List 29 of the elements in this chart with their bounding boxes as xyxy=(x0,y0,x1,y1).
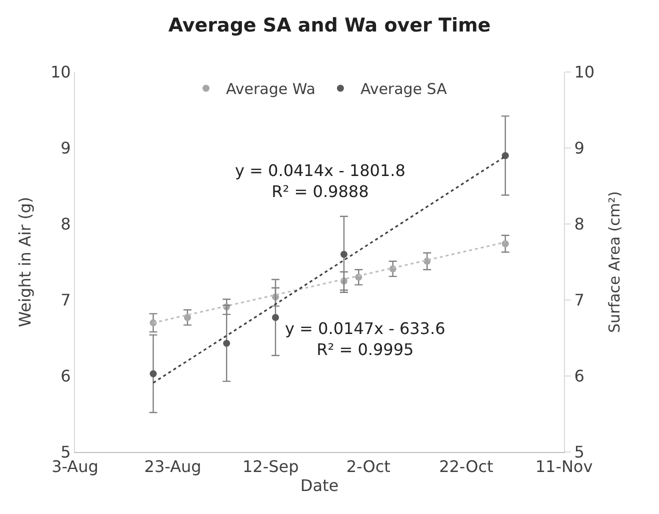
annotation: y = 0.0147x - 633.6 R² = 0.9995 xyxy=(285,319,446,359)
y2-tick-label: 6 xyxy=(574,366,584,386)
x-tick-label: 2-Oct xyxy=(346,457,390,476)
point xyxy=(272,314,279,321)
x-tick-label: 12-Sep xyxy=(242,457,299,476)
y2-tick-label: 9 xyxy=(574,138,584,158)
x-axis-title: Date xyxy=(300,476,339,495)
y-tick-label: 10 xyxy=(50,62,71,82)
point xyxy=(502,152,509,160)
y2-tick-label: 10 xyxy=(574,62,595,82)
y-tick-label: 6 xyxy=(60,366,71,386)
point xyxy=(223,340,230,347)
y2-tick-label: 8 xyxy=(574,214,584,234)
legend-label: Average SA xyxy=(360,80,448,98)
point xyxy=(150,370,157,378)
y-tick-label: 9 xyxy=(60,138,71,158)
legend-label: Average Wa xyxy=(226,80,316,98)
x-tick-label: 22-Oct xyxy=(439,457,494,476)
y-axis-title: Weight in Air (g) xyxy=(15,196,34,328)
annotation: y = 0.0414x - 1801.8 R² = 0.9888 xyxy=(235,161,406,201)
point xyxy=(184,314,191,321)
point xyxy=(502,240,509,248)
point xyxy=(340,250,348,258)
y2-tick-label: 7 xyxy=(574,290,584,310)
y-tick-label: 7 xyxy=(60,290,71,310)
x-tick-label: 23-Aug xyxy=(144,457,202,476)
chart-title: Average SA and Wa over Time xyxy=(168,14,491,36)
y2-axis-title: Surface Area (cm²) xyxy=(606,191,624,333)
y-tick-label: 8 xyxy=(60,214,71,234)
